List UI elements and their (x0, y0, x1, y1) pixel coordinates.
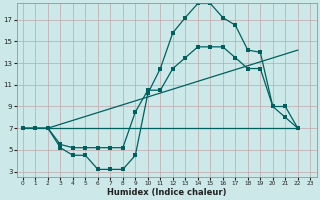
X-axis label: Humidex (Indice chaleur): Humidex (Indice chaleur) (107, 188, 226, 197)
